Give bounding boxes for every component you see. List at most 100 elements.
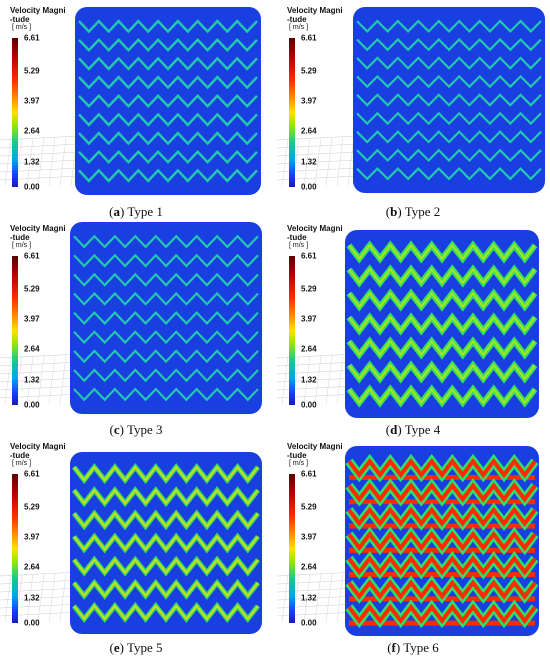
zigzag-channel [356,130,542,144]
zigzag-channel [78,168,258,183]
caption-letter: f [391,640,396,655]
caption-label: Type 2 [404,204,441,219]
caption-label: Type 1 [127,204,163,219]
panel-caption: (d) Type 4 [385,422,441,437]
legend-panel-3: Velocity Magni -tude[ m/s ] 6.61 5.29 3.97 2… [0,218,272,433]
colorbar-tick-label: 2.64 [24,562,40,572]
colorbar-tick-label: 3.97 [24,532,40,542]
zigzag-channel [356,167,542,181]
colorbar-tick-label: 5.29 [301,66,317,76]
legend-unit: [ m/s ] [12,460,32,467]
channel-core [347,555,537,576]
caption-label: Type 4 [404,422,441,437]
colorbar-tick-label: 2.64 [24,126,40,136]
legend-title: Velocity Magni -tude [287,442,343,460]
colorbar-tick-label: 1.32 [301,375,317,385]
colorbar-tick-label: 0.00 [301,618,317,628]
panel-caption: (e) Type 5 [109,640,163,655]
zigzag-channel [73,253,259,268]
colorbar-tick-label: 3.97 [301,532,317,542]
velocity-field-plate-4 [345,230,539,418]
zigzag-channel [73,330,259,345]
legend-unit: [ m/s ] [289,24,309,31]
zigzag-channel [356,37,542,52]
zigzag-channel [73,272,259,287]
plate-background [70,222,262,414]
legend-title: Velocity Magni -tude [10,224,66,242]
colorbar-tick-label: 3.97 [301,314,317,324]
colorbar-tick-label: 0.00 [24,618,40,628]
zigzag-channel [73,368,259,383]
velocity-field-plate-2 [353,7,545,193]
colorbar-tick-label: 6.61 [24,469,40,479]
colorbar-tick-label: 5.29 [24,284,40,294]
legend-unit: [ m/s ] [12,24,32,31]
legend-title: Velocity Magni -tude [10,6,66,24]
colorbar-tick-label: 0.00 [24,182,40,192]
caption-label: Type 3 [126,422,163,437]
zigzag-channel [356,56,542,70]
zigzag-channel [73,291,259,306]
channel-core [348,291,536,309]
colorbar-tick-label: 3.97 [24,314,40,324]
colorbar-tick-label: 1.32 [24,593,40,603]
zigzag-channel [78,56,258,71]
zigzag-channel [356,74,542,89]
caption-letter: a [113,204,120,219]
colorbar-tick-label: 1.32 [24,375,40,385]
zigzag-channel [73,310,259,326]
legend-unit: [ m/s ] [12,242,32,249]
colorbar [289,474,295,623]
zigzag-channel [73,234,259,249]
legend-title: Velocity Magni -tude [287,224,343,242]
channel-core [348,267,536,285]
zigzag-channel [356,111,542,126]
velocity-field-plate-3 [70,222,262,414]
plate-background [353,7,545,193]
colorbar-tick-label: 6.61 [301,469,317,479]
colorbar-tick-label: 5.29 [301,284,317,294]
velocity-field-plate-5 [70,452,262,634]
zigzag-channel [78,131,258,146]
channel-core [348,387,536,405]
plate-background [75,7,261,195]
colorbar-tick-label: 0.00 [24,400,40,410]
legend-panel-1: Velocity Magni -tude[ m/s ] 6.61 5.29 3.97 2… [0,0,272,215]
zigzag-channel [78,149,258,165]
legend-unit: [ m/s ] [289,460,309,467]
zigzag-channel [78,19,258,34]
colorbar-tick-label: 6.61 [24,251,40,261]
caption-letter: c [113,422,120,437]
channel-core [73,581,259,598]
colorbar-tick-label: 2.64 [301,126,317,136]
velocity-field-plate-1 [75,7,261,195]
zigzag-channel [356,93,542,107]
panel-caption: (f) Type 6 [387,640,439,655]
channel-core [348,339,536,357]
colorbar-tick-label: 0.00 [301,182,317,192]
legend-panel-4: Velocity Magni -tude[ m/s ] 6.61 5.29 3.97 2… [277,218,549,433]
colorbar-tick-label: 3.97 [24,96,40,106]
caption-letter: d [390,422,398,437]
channel-core [73,465,259,482]
channel-core [73,488,259,505]
zigzag-channel [356,19,542,33]
colorbar-tick-label: 5.29 [24,66,40,76]
zigzag-channel [73,349,259,364]
channel-core [73,534,259,552]
caption-label: Type 6 [403,640,439,655]
colorbar-tick-label: 3.97 [301,96,317,106]
panel-caption: (a) Type 1 [109,204,163,219]
zigzag-channel [356,148,542,163]
zigzag-channel [78,93,258,109]
panel-caption: (b) Type 2 [385,204,441,219]
channel-core [73,558,259,575]
colorbar-tick-label: 1.32 [301,593,317,603]
channel-core [73,511,259,528]
colorbar [289,256,295,405]
colorbar-tick-label: 6.61 [301,251,317,261]
colorbar [12,474,18,623]
channel-core [348,243,536,261]
legend-unit: [ m/s ] [289,242,309,249]
channel-core [348,315,536,333]
